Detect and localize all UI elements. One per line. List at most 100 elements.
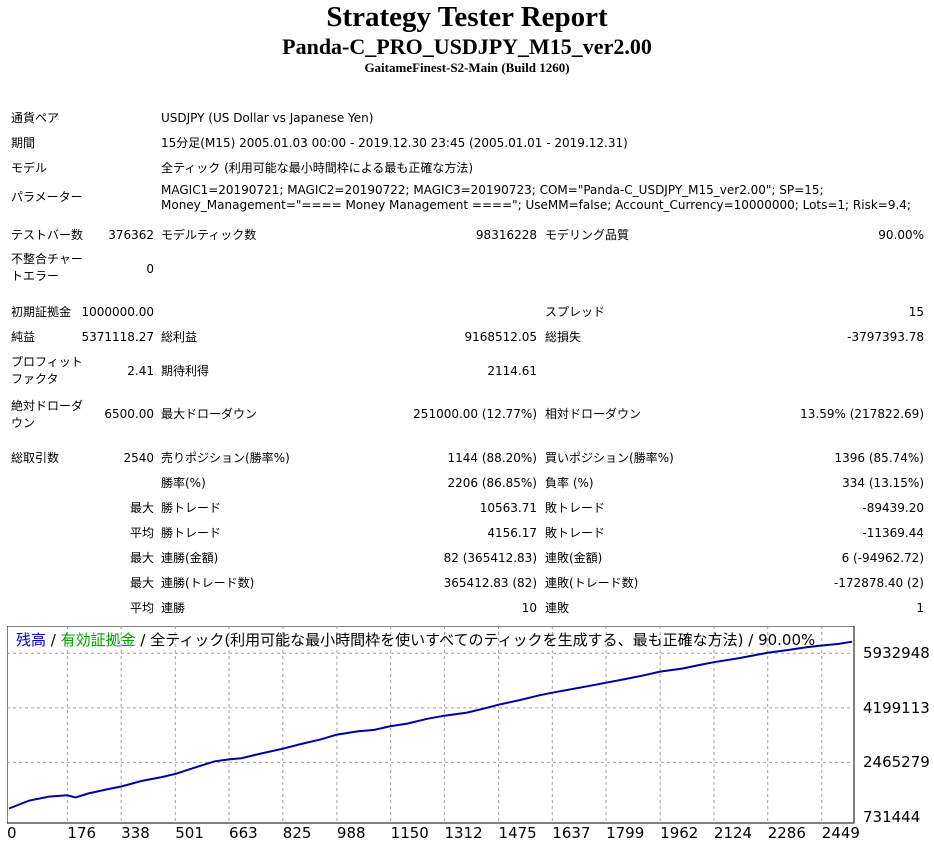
x-tick-label: 1312 <box>444 824 483 842</box>
avg-win-label: 勝トレード <box>161 526 222 540</box>
spread-value: 15 <box>908 305 924 319</box>
mismatch-label: 不整合チャートエラー <box>11 252 83 283</box>
avg-loss-label: 敗トレード <box>545 526 606 540</box>
report-title: Strategy Tester Report <box>326 1 608 33</box>
model-label: モデル <box>11 161 48 175</box>
x-tick-label: 501 <box>175 824 204 842</box>
avg-cons-wins-label: 連勝 <box>161 601 186 615</box>
y-tick-label: 731444 <box>863 808 921 826</box>
period-value: 15分足(M15) 2005.01.03 00:00 - 2019.12.30 … <box>161 136 628 150</box>
largest-win-value: 10563.71 <box>479 501 537 515</box>
period-label: 期間 <box>11 136 36 150</box>
report-server: GaitameFinest-S2-Main (Build 1260) <box>364 60 570 75</box>
short-positions-value: 1144 (88.20%) <box>447 451 537 465</box>
expected-payoff-value: 2114.61 <box>487 364 537 378</box>
params-value: MAGIC1=20190721; MAGIC2=20190722; MAGIC3… <box>161 183 911 212</box>
expected-payoff-label: 期待利得 <box>161 364 210 378</box>
x-tick-label: 1150 <box>390 824 429 842</box>
chart-legend: 残高 / 有効証拠金 / 全ティック(利用可能な最小時間枠を使いすべてのティック… <box>16 628 815 652</box>
ticks-label: モデルティック数 <box>161 228 257 242</box>
avg-cons-wins-value: 10 <box>521 601 537 615</box>
pair-value: USDJPY (US Dollar vs Japanese Yen) <box>161 111 374 125</box>
avg-cons-losses-label: 連敗 <box>545 601 570 615</box>
net-value: 5371118.27 <box>81 330 154 344</box>
long-positions-value: 1396 (85.74%) <box>834 451 924 465</box>
legend-sep-1: / <box>46 631 61 649</box>
x-tick-label: 2286 <box>767 824 806 842</box>
rel-drawdown-value: 13.59% (217822.69) <box>800 407 924 421</box>
loss-rate-label: 負率 (%) <box>545 476 594 490</box>
legend-quality: 90.00% <box>758 631 816 649</box>
x-tick-label: 2124 <box>713 824 753 842</box>
max-cons-profit-value: 365412.83 (82) <box>443 576 537 590</box>
legend-equity: 有効証拠金 <box>60 631 136 649</box>
balance-line <box>8 640 853 810</box>
spread-label: スプレッド <box>545 305 606 319</box>
quality-value: 90.00% <box>878 228 924 242</box>
max-cons-profit-label: 連勝(トレード数) <box>161 576 255 590</box>
average-prefix: 平均 <box>129 526 154 540</box>
total-trades-label: 総取引数 <box>11 451 60 465</box>
profit-factor-value: 2.41 <box>127 364 154 378</box>
x-tick-label: 988 <box>336 824 366 842</box>
avg2-prefix: 平均 <box>129 601 154 615</box>
gross-profit-label: 総利益 <box>161 330 198 344</box>
avg-loss-value: -11369.44 <box>862 526 924 540</box>
mismatch-value: 0 <box>146 262 154 276</box>
y-tick-label: 4199113 <box>863 698 930 717</box>
model-value: 全ティック (利用可能な最小時間枠による最も正確な方法) <box>161 161 474 175</box>
abs-drawdown-label: 絶対ドローダウン <box>11 399 84 430</box>
gross-loss-label: 総損失 <box>545 330 582 344</box>
long-positions-label: 買いポジション(勝率%) <box>545 451 674 465</box>
short-positions-label: 売りポジション(勝率%) <box>161 451 290 465</box>
x-tick-label: 663 <box>229 824 258 842</box>
max-cons-wins-value: 82 (365412.83) <box>443 551 537 565</box>
y-tick-label: 2465279 <box>863 753 930 772</box>
x-tick-label: 1475 <box>498 824 537 842</box>
balance-chart: 残高 / 有効証拠金 / 全ティック(利用可能な最小時間枠を使いすべてのティック… <box>7 626 930 842</box>
pair-label: 通貨ペア <box>11 111 60 125</box>
quality-label: モデリング品質 <box>545 228 630 242</box>
x-tick-label: 825 <box>282 824 312 842</box>
net-label: 純益 <box>11 330 36 344</box>
balance-chart-svg <box>7 626 855 824</box>
largest-loss-value: -89439.20 <box>862 501 924 515</box>
x-tick-label: 1799 <box>606 824 645 842</box>
x-tick-label: 338 <box>121 824 150 842</box>
params-label: パラメーター <box>11 190 83 204</box>
bars-label: テストバー数 <box>11 228 84 242</box>
profit-factor-label: プロフィットファクタ <box>11 355 83 386</box>
max2-prefix: 最大 <box>129 576 154 590</box>
avg-cons-losses-value: 1 <box>916 601 924 615</box>
y-tick-label: 5932948 <box>863 644 930 663</box>
x-tick-label: 2449 <box>821 824 860 842</box>
largest-prefix: 最大 <box>129 501 154 515</box>
legend-model: 全ティック(利用可能な最小時間枠を使いすべてのティックを生成する、最も正確な方法… <box>150 631 744 649</box>
largest-loss-label: 敗トレード <box>545 501 606 515</box>
rel-drawdown-label: 相対ドローダウン <box>545 407 642 421</box>
loss-rate-value: 334 (13.15%) <box>842 476 924 490</box>
gross-profit-value: 9168512.05 <box>464 330 537 344</box>
largest-win-label: 勝トレード <box>161 501 222 515</box>
total-trades-value: 2540 <box>123 451 154 465</box>
max-cons-loss-label: 連敗(トレード数) <box>545 576 639 590</box>
x-tick-label: 0 <box>7 824 17 842</box>
max-cons-losses-label: 連敗(金額) <box>545 551 603 565</box>
max-cons-losses-value: 6 (-94962.72) <box>841 551 924 565</box>
plot-frame <box>7 626 855 824</box>
abs-drawdown-value: 6500.00 <box>104 407 154 421</box>
avg-win-value: 4156.17 <box>487 526 537 540</box>
max-drawdown-value: 251000.00 (12.77%) <box>413 407 537 421</box>
ticks-value: 98316228 <box>475 228 537 242</box>
max-cons-loss-value: -172878.40 (2) <box>833 576 924 590</box>
grid-lines <box>7 626 854 823</box>
deposit-value: 1000000.00 <box>81 305 154 319</box>
max-cons-wins-label: 連勝(金額) <box>161 551 219 565</box>
win-rate-value: 2206 (86.85%) <box>447 476 537 490</box>
report-subtitle: Panda-C_PRO_USDJPY_M15_ver2.00 <box>282 34 652 59</box>
legend-balance: 残高 <box>16 631 47 649</box>
legend-sep-3: / <box>743 631 759 649</box>
x-tick-label: 1637 <box>552 824 591 842</box>
max-prefix: 最大 <box>129 551 154 565</box>
max-drawdown-label: 最大ドローダウン <box>161 407 258 421</box>
